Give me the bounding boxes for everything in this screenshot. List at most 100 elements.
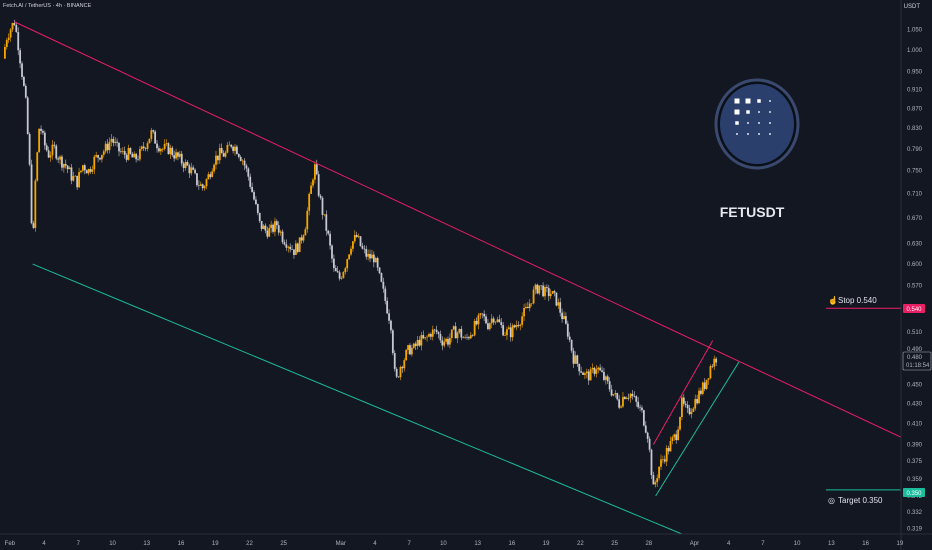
candle-body: [548, 288, 550, 296]
candle-body: [613, 394, 615, 395]
candle-body: [512, 325, 514, 337]
candle-body: [266, 231, 268, 237]
candle-body: [675, 434, 677, 440]
candle-body: [109, 142, 111, 150]
candle-body: [120, 151, 122, 152]
candle-body: [287, 247, 289, 248]
candle-body: [276, 221, 278, 225]
candle-body: [297, 243, 299, 251]
candle-body: [217, 156, 219, 161]
candle-body: [687, 405, 689, 408]
candle-body: [150, 130, 152, 139]
candle-body: [156, 144, 158, 149]
candle-body: [306, 211, 308, 229]
candle-body: [476, 321, 478, 324]
candle-body: [44, 133, 46, 146]
candle-body: [42, 131, 44, 133]
candle-body: [641, 408, 643, 411]
candle-body: [426, 337, 428, 338]
x-tick-label: 16: [509, 541, 516, 547]
candle-body: [597, 368, 599, 370]
candle-body: [263, 226, 265, 229]
candle-body: [362, 246, 364, 249]
candle-body: [390, 321, 392, 331]
candle-body: [607, 376, 609, 381]
candle-body: [285, 244, 287, 247]
candle-body: [711, 366, 713, 367]
candle-body: [386, 301, 388, 313]
candle-body: [67, 166, 69, 170]
last-price-text: 0.480: [907, 355, 923, 361]
candle-body: [232, 147, 234, 151]
candle-body: [139, 149, 141, 159]
candle-body: [322, 198, 324, 215]
candle-body: [303, 235, 305, 240]
candle-body: [708, 378, 710, 380]
candle-body: [348, 254, 350, 259]
candle-body: [365, 249, 367, 257]
price-axis-currency: USDT: [904, 4, 920, 10]
candle-body: [510, 327, 512, 337]
candle-body: [130, 148, 132, 154]
candle-body: [468, 337, 470, 338]
candle-body: [654, 482, 656, 484]
candle-body: [162, 149, 164, 150]
candle-body: [246, 166, 248, 169]
candle-body: [550, 294, 552, 296]
candle-body: [177, 152, 179, 156]
candle-body: [350, 249, 352, 255]
candle-body: [557, 302, 559, 305]
candle-body: [74, 176, 76, 177]
candle-body: [382, 282, 384, 289]
candle-body: [521, 316, 523, 324]
y-tick-label: 0.570: [907, 284, 923, 290]
candle-body: [107, 144, 109, 150]
y-tick-label: 0.910: [907, 88, 923, 94]
candle-body: [649, 439, 651, 450]
candle-body: [344, 268, 346, 272]
symbol-label: FETUSDT: [720, 204, 785, 220]
candle-body: [552, 291, 554, 294]
candle-body: [396, 369, 398, 377]
candle-body: [472, 335, 474, 336]
y-tick-label: 0.630: [907, 242, 923, 248]
y-tick-label: 0.390: [907, 443, 923, 449]
candle-body: [658, 467, 660, 478]
candle-body: [666, 448, 668, 462]
candle-body: [101, 155, 103, 160]
candle-body: [373, 255, 375, 263]
candle-body: [451, 330, 453, 339]
candle-body: [10, 29, 12, 37]
candle-body: [168, 143, 170, 154]
candle-body: [645, 426, 647, 433]
candle-body: [443, 342, 445, 346]
candle-body: [301, 237, 303, 240]
candle-body: [339, 272, 341, 278]
candle-body: [84, 165, 86, 170]
candle-body: [63, 164, 65, 168]
logo-dot: [769, 111, 771, 113]
candle-body: [401, 367, 403, 368]
candle-body: [375, 258, 377, 262]
candle-body: [78, 172, 80, 187]
candle-body: [635, 396, 637, 401]
candle-body: [455, 326, 457, 338]
candle-body: [86, 170, 88, 173]
candle-body: [293, 249, 295, 255]
candle-body: [702, 383, 704, 394]
candle-body: [464, 337, 466, 338]
candle-body: [527, 307, 529, 308]
x-tick-label: 25: [280, 541, 287, 547]
candle-body: [173, 155, 175, 158]
candle-body: [57, 158, 59, 159]
candle-body: [415, 344, 417, 346]
candle-body: [438, 332, 440, 334]
candle-body: [453, 326, 455, 329]
chart-header-title: Fetch.AI / TetherUS · 4h · BINANCE: [3, 3, 91, 9]
candle-body: [137, 159, 139, 160]
y-tick-label: 0.710: [907, 192, 923, 198]
candle-body: [291, 249, 293, 250]
candle-body: [116, 142, 118, 143]
candle-body: [506, 329, 508, 335]
